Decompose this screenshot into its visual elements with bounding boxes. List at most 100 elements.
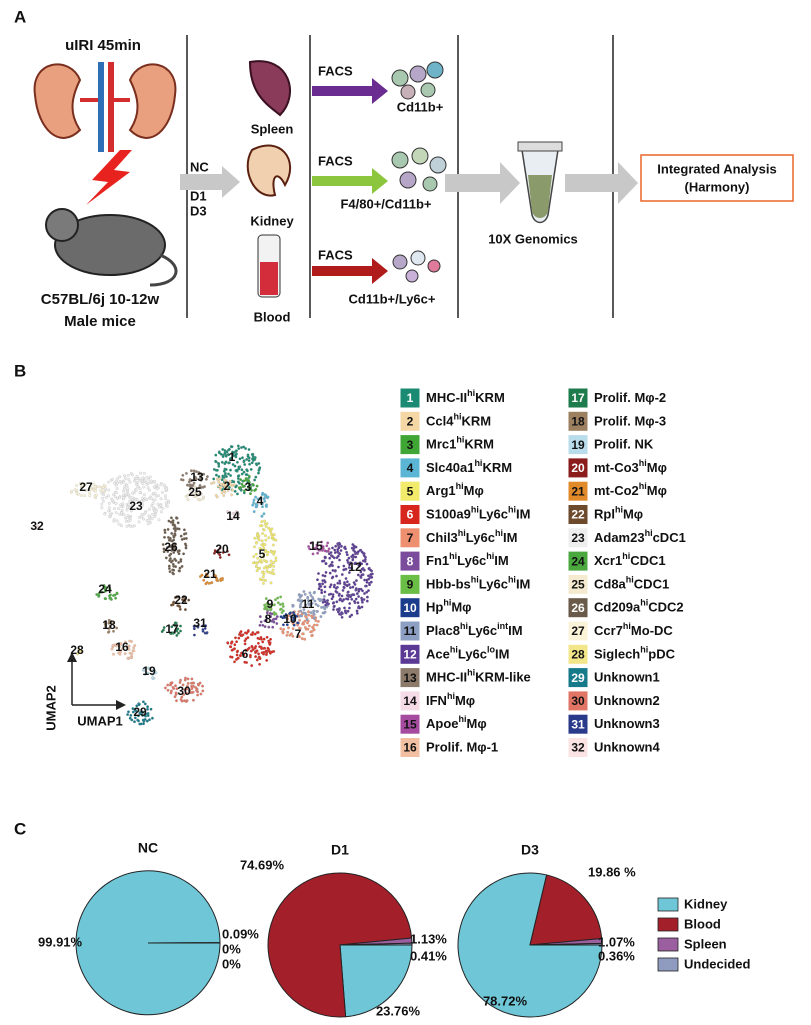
umap-point	[228, 457, 232, 461]
spleen-icon	[248, 60, 291, 117]
umap-point	[280, 611, 284, 614]
umap-point	[179, 678, 182, 682]
cluster-swatch	[399, 504, 421, 525]
umap-point	[226, 510, 229, 513]
umap-point	[164, 497, 168, 501]
umap-point	[311, 552, 315, 556]
tissue: Kidney	[250, 213, 294, 228]
umap-point	[288, 633, 292, 637]
umap-point	[267, 536, 271, 540]
umap-point	[332, 585, 336, 589]
cluster-name: mt-Co2hiMφ	[594, 482, 667, 499]
umap-point	[177, 569, 181, 573]
cluster-name: Ccl4hiKRM	[426, 412, 491, 429]
umap-point	[268, 528, 272, 532]
umap-point	[348, 571, 351, 574]
umap-point	[323, 555, 327, 559]
umap-point	[326, 599, 330, 602]
umap-point	[145, 719, 149, 723]
umap-point	[281, 605, 285, 608]
umap-point	[213, 549, 217, 553]
umap-point	[99, 489, 102, 493]
umap-point	[342, 585, 346, 589]
umap-point	[237, 636, 241, 640]
umap-point	[265, 605, 269, 608]
umap-point	[282, 623, 285, 627]
umap-point	[147, 514, 151, 518]
umap-point	[216, 551, 220, 555]
cluster-swatch	[399, 713, 421, 735]
umap-point	[367, 589, 370, 592]
cell	[405, 269, 419, 283]
umap-point	[254, 495, 258, 499]
umap-point	[214, 473, 218, 477]
umap-point	[201, 684, 205, 688]
umap-point	[172, 631, 176, 634]
umap-point	[255, 649, 259, 653]
name-part: Rpl	[594, 507, 615, 522]
umap-point	[236, 649, 240, 653]
umap-point	[251, 648, 255, 651]
umap-point	[204, 477, 208, 481]
umap-point	[123, 640, 127, 644]
umap-point	[137, 520, 141, 524]
umap-point	[243, 463, 247, 466]
umap-point	[291, 604, 295, 608]
umap-point	[107, 509, 111, 513]
umap-point	[316, 578, 319, 582]
umap-point	[265, 505, 269, 508]
umap-point	[118, 475, 122, 479]
umap-point	[242, 653, 246, 657]
name-part: Prolif. NK	[594, 437, 654, 452]
umap-point	[191, 681, 195, 685]
umap-point	[132, 646, 136, 650]
cluster-number: 28	[70, 643, 84, 657]
umap-point	[142, 517, 145, 521]
pie-title: D3	[521, 842, 539, 858]
umap-point	[260, 647, 264, 650]
name-part: Mφ	[647, 484, 667, 499]
umap-point	[227, 453, 231, 457]
umap-point	[298, 604, 302, 608]
umap-point	[212, 477, 216, 481]
umap-point	[234, 453, 238, 457]
umap-point	[122, 496, 126, 500]
cluster-number: 22	[174, 593, 188, 607]
umap-point	[325, 544, 329, 548]
axis-arrow	[67, 652, 77, 662]
cluster-swatch	[567, 504, 589, 525]
umap-point	[108, 624, 112, 628]
umap-point	[255, 569, 259, 573]
umap-point	[279, 595, 283, 599]
umap-point	[172, 551, 176, 554]
umap-point	[194, 686, 198, 689]
umap-point	[217, 464, 221, 468]
umap-point	[195, 490, 199, 494]
arrow	[312, 258, 388, 284]
umap-point	[122, 513, 126, 516]
cluster-number: 15	[309, 539, 323, 553]
cluster-id: 21	[571, 484, 585, 498]
umap-point	[256, 567, 260, 570]
umap-point	[255, 541, 258, 545]
umap-point	[312, 609, 316, 613]
umap-point	[291, 634, 295, 638]
umap-point	[357, 587, 361, 591]
umap-point	[128, 519, 132, 522]
umap-point	[325, 601, 329, 605]
umap-point	[182, 552, 186, 556]
umap-point	[195, 689, 199, 692]
umap-point	[245, 458, 249, 461]
value-label: 19.86 %	[588, 864, 636, 879]
umap-point	[182, 595, 186, 599]
name-part: KRM	[461, 414, 491, 429]
umap-point	[240, 651, 243, 655]
umap-point	[153, 491, 157, 495]
umap-point	[165, 546, 169, 549]
umap-point	[323, 580, 327, 584]
umap-point	[172, 568, 176, 572]
umap-point	[148, 488, 151, 492]
umap-point	[260, 539, 264, 543]
name-part: Mφ	[623, 507, 643, 522]
name-part: Slc40a1	[426, 460, 474, 475]
